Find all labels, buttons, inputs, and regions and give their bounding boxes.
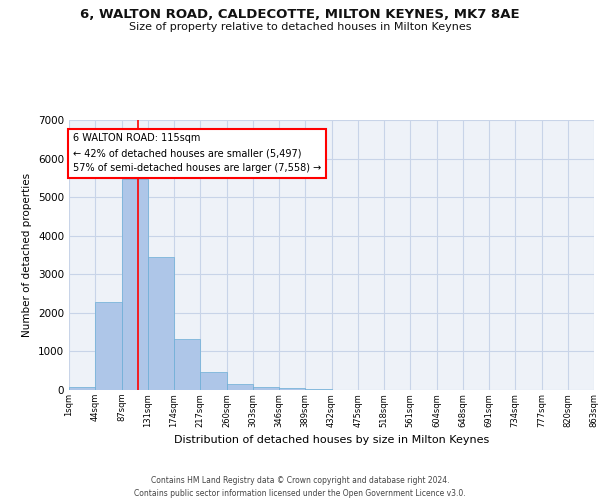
- Bar: [305, 389, 331, 390]
- Bar: [174, 340, 200, 390]
- Text: 6, WALTON ROAD, CALDECOTTE, MILTON KEYNES, MK7 8AE: 6, WALTON ROAD, CALDECOTTE, MILTON KEYNE…: [80, 8, 520, 20]
- Bar: [69, 387, 95, 390]
- Bar: [253, 386, 279, 390]
- Bar: [200, 372, 227, 390]
- Bar: [121, 179, 148, 390]
- Bar: [95, 302, 121, 390]
- Text: Size of property relative to detached houses in Milton Keynes: Size of property relative to detached ho…: [129, 22, 471, 32]
- Bar: [279, 388, 305, 390]
- Bar: [148, 258, 174, 390]
- Text: 6 WALTON ROAD: 115sqm
← 42% of detached houses are smaller (5,497)
57% of semi-d: 6 WALTON ROAD: 115sqm ← 42% of detached …: [73, 134, 321, 173]
- Bar: [227, 384, 253, 390]
- X-axis label: Distribution of detached houses by size in Milton Keynes: Distribution of detached houses by size …: [174, 435, 489, 445]
- Text: Contains HM Land Registry data © Crown copyright and database right 2024.
Contai: Contains HM Land Registry data © Crown c…: [134, 476, 466, 498]
- Y-axis label: Number of detached properties: Number of detached properties: [22, 173, 32, 337]
